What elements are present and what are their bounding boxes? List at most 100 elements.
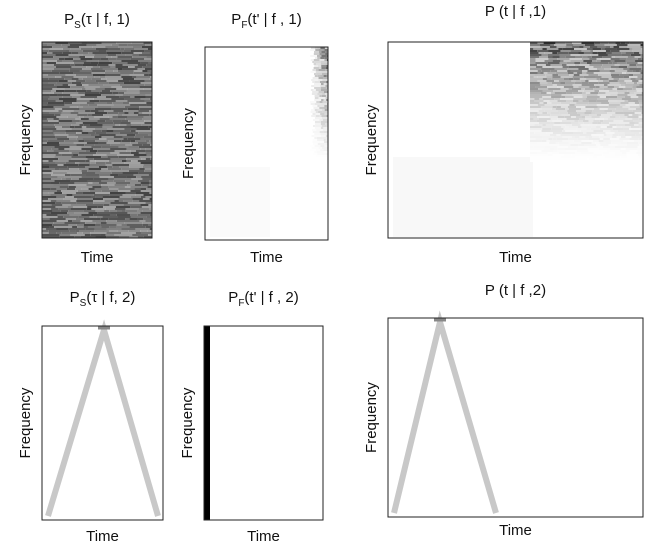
noise-cell [571, 124, 581, 126]
noise-cell [42, 198, 49, 200]
noise-cell [566, 100, 573, 102]
noise-cell [594, 44, 605, 46]
noise-cell [42, 148, 52, 150]
noise-cell [86, 102, 95, 104]
noise-cell [141, 176, 152, 178]
noise-cell [600, 42, 609, 44]
noise-cell [530, 142, 538, 144]
noise-cell [81, 82, 99, 84]
noise-cell [75, 188, 82, 190]
noise-cell [611, 114, 625, 116]
noise-cell [550, 130, 563, 132]
noise-cell [127, 100, 145, 102]
noise-cell [321, 65, 327, 67]
noise-cell [551, 144, 560, 146]
noise-cell [308, 119, 314, 121]
noise-cell [315, 49, 319, 51]
noise-cell [577, 138, 589, 140]
noise-cell [143, 164, 152, 166]
noise-cell [119, 132, 134, 134]
noise-cell [629, 122, 635, 124]
noise-cell [636, 86, 643, 88]
noise-cell [308, 143, 314, 145]
noise-cell [73, 142, 87, 144]
noise-cell [538, 122, 551, 124]
noise-cell [42, 144, 60, 146]
noise-cell [593, 108, 600, 110]
noise-cell [98, 182, 107, 184]
noise-cell [560, 122, 572, 124]
noise-cell [109, 226, 117, 228]
noise-cell [633, 84, 640, 86]
noise-cell [92, 52, 107, 54]
noise-cell [118, 92, 125, 94]
noise-cell [146, 64, 152, 66]
noise-cell [640, 72, 643, 74]
noise-cell [632, 70, 636, 72]
noise-cell [308, 133, 315, 135]
noise-cell [48, 232, 57, 234]
noise-cell [115, 206, 131, 208]
noise-cell [125, 180, 138, 182]
noise-cell [82, 122, 98, 124]
noise-cell [552, 56, 560, 58]
noise-cell [107, 156, 119, 158]
noise-cell [610, 58, 620, 60]
noise-cell [140, 138, 152, 140]
noise-cell [89, 150, 98, 152]
noise-cell [132, 56, 147, 58]
noise-cell [550, 70, 558, 72]
noise-cell [565, 160, 571, 162]
noise-cell [573, 96, 583, 98]
noise-cell [581, 140, 593, 142]
noise-cell [557, 148, 565, 150]
noise-cell [48, 82, 57, 84]
noise-cell [132, 234, 149, 236]
noise-cell [570, 54, 581, 56]
noise-cell [593, 66, 602, 68]
noise-cell [530, 54, 542, 56]
noise-cell [635, 88, 643, 90]
noise-cell [535, 62, 548, 64]
noise-cell [56, 82, 72, 84]
noise-cell [595, 112, 608, 114]
noise-cell [326, 75, 328, 77]
noise-cell [76, 224, 84, 226]
noise-cell [567, 106, 577, 108]
noise-cell [149, 192, 152, 194]
noise-cell [611, 76, 624, 78]
noise-cell [42, 192, 49, 194]
noise-cell [79, 70, 92, 72]
noise-cell [554, 156, 561, 158]
noise-cell [52, 130, 66, 132]
noise-cell [550, 122, 555, 124]
noise-cell [93, 154, 107, 156]
noise-cell [602, 146, 615, 148]
noise-cell [571, 122, 579, 124]
noise-cell [42, 164, 50, 166]
noise-cell [581, 42, 595, 44]
noise-cell [530, 116, 538, 118]
noise-cell [581, 142, 592, 144]
noise-cell [110, 202, 128, 204]
noise-cell [89, 100, 100, 102]
noise-cell [83, 124, 90, 126]
noise-cell [601, 48, 605, 50]
noise-cell [308, 83, 315, 85]
noise-cell [552, 138, 557, 140]
noise-cell [310, 101, 317, 103]
noise-cell [556, 150, 564, 152]
noise-cell [139, 90, 152, 92]
noise-cell [325, 155, 328, 157]
noise-cell [316, 151, 324, 153]
noise-cell [61, 232, 78, 234]
noise-cell [537, 72, 541, 74]
noise-cell [597, 122, 602, 124]
noise-cell [601, 66, 611, 68]
noise-cell [318, 51, 322, 53]
noise-cell [310, 59, 314, 61]
x-axis-label: Time [86, 528, 119, 545]
noise-cell [310, 55, 317, 57]
noise-cell [95, 236, 107, 238]
noise-cell [51, 70, 70, 72]
